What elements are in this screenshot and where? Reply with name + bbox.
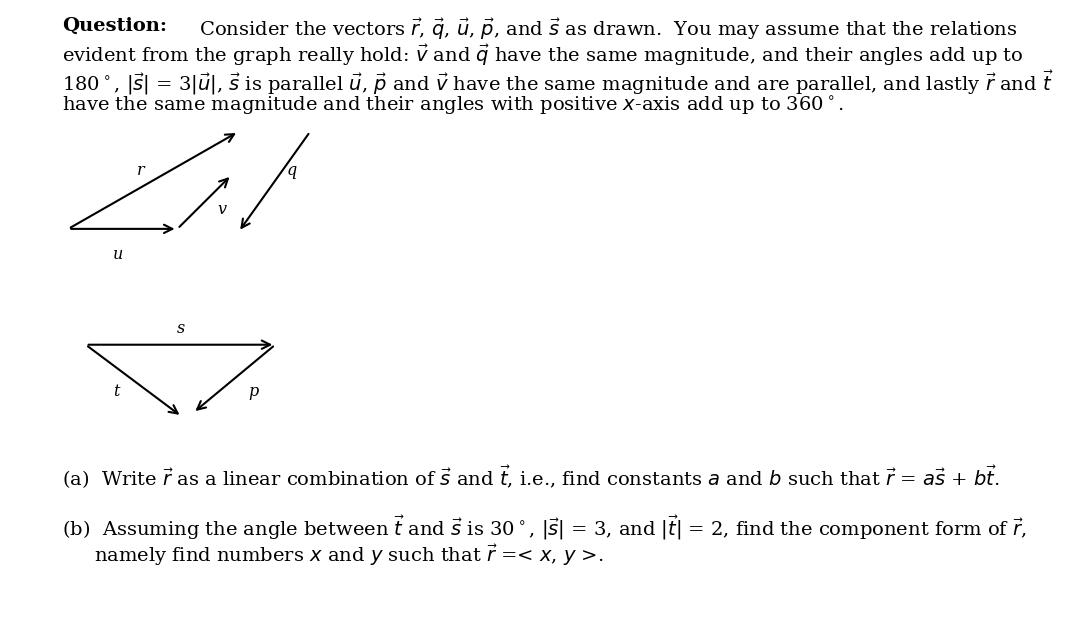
Text: have the same magnitude and their angles with positive $x$-axis add up to 360$^\: have the same magnitude and their angles… bbox=[62, 94, 844, 118]
Text: 180$^\circ$, $|\vec{s}|$ = 3$|\vec{u}|$, $\vec{s}$ is parallel $\vec{u}$, $\vec{: 180$^\circ$, $|\vec{s}|$ = 3$|\vec{u}|$,… bbox=[62, 69, 1053, 97]
Text: q: q bbox=[287, 162, 296, 179]
Text: r: r bbox=[137, 162, 144, 179]
Text: Consider the vectors $\vec{r}$, $\vec{q}$, $\vec{u}$, $\vec{p}$, and $\vec{s}$ a: Consider the vectors $\vec{r}$, $\vec{q}… bbox=[193, 16, 1018, 42]
Text: s: s bbox=[176, 320, 185, 337]
Text: (b)  Assuming the angle between $\vec{t}$ and $\vec{s}$ is 30$^\circ$, $|\vec{s}: (b) Assuming the angle between $\vec{t}$… bbox=[62, 514, 1026, 542]
Text: evident from the graph really hold: $\vec{v}$ and $\vec{q}$ have the same magnit: evident from the graph really hold: $\ve… bbox=[62, 42, 1023, 68]
Text: namely find numbers $x$ and $y$ such that $\vec{r}$ =< $x$, $y$ >.: namely find numbers $x$ and $y$ such tha… bbox=[94, 543, 604, 568]
Text: t: t bbox=[113, 383, 119, 400]
Text: (a)  Write $\vec{r}$ as a linear combination of $\vec{s}$ and $\vec{t}$, i.e., f: (a) Write $\vec{r}$ as a linear combinat… bbox=[62, 464, 999, 491]
Text: v: v bbox=[217, 201, 227, 218]
Text: u: u bbox=[113, 246, 124, 263]
Text: Question:: Question: bbox=[62, 16, 167, 34]
Text: p: p bbox=[249, 382, 258, 399]
